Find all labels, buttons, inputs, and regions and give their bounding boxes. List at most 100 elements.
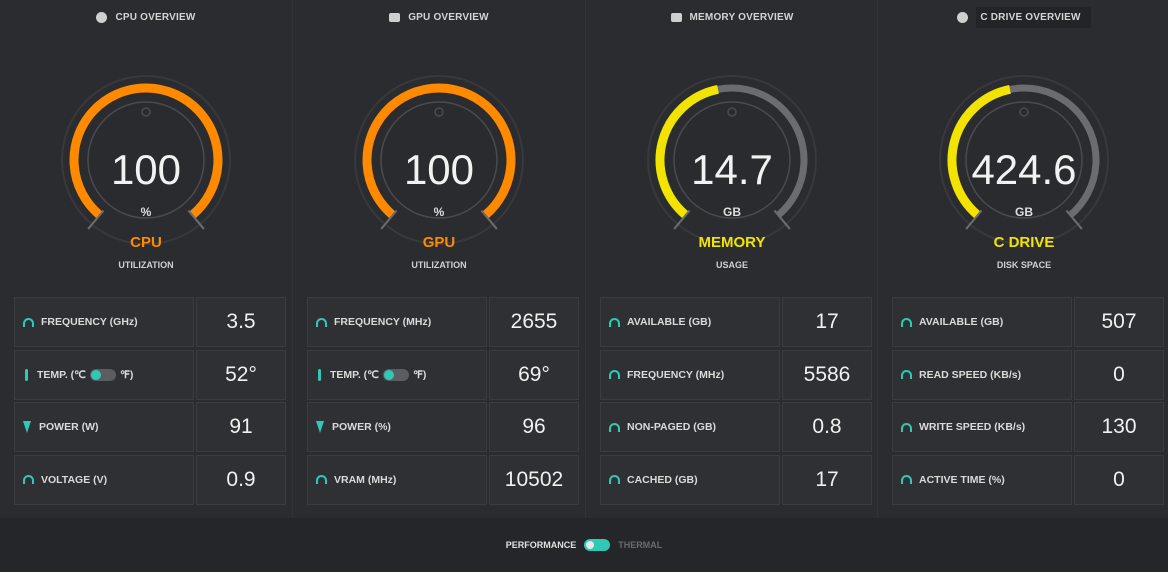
stat-label: FREQUENCY (GHz) [14, 297, 194, 347]
gauge-outer-ring [354, 75, 524, 245]
gauge-value: 14.7 [691, 146, 773, 193]
stat-row: TEMP. (℃ ℉) 69° [307, 349, 579, 400]
mode-toggle[interactable] [584, 539, 611, 551]
panel-divider [292, 0, 293, 518]
gauge-min-tick [965, 209, 983, 230]
gauge-marker [727, 107, 737, 117]
stat-value: 0.8 [782, 402, 872, 452]
thermal-label[interactable]: THERMAL [618, 540, 663, 550]
panel-header: CPU OVERVIEW [0, 6, 292, 28]
drive-panel: C DRIVE OVERVIEW 424.6 GB C DRIVE DISK S… [878, 0, 1168, 518]
stat-label: VRAM (MHz) [307, 454, 487, 505]
stat-row: FREQUENCY (GHz) 3.5 [14, 297, 286, 347]
gauge-icon [316, 317, 327, 327]
gauge-max-tick [480, 209, 498, 230]
stat-row: NON-PAGED (GB) 0.8 [600, 402, 872, 452]
stat-label-text: WRITE SPEED (KB/s) [919, 421, 1026, 433]
stats-list: FREQUENCY (MHz) 2655 TEMP. (℃ ℉) 69° POWE… [307, 297, 579, 507]
gauge-marker [141, 107, 151, 117]
gauge-unit: GB [723, 205, 741, 219]
panel-title: MEMORY OVERVIEW [689, 11, 794, 23]
gauge-icon [609, 317, 620, 327]
stat-value: 507 [1074, 297, 1164, 347]
gpu-panel: GPU OVERVIEW 100 % GPU UTILIZATION FREQU… [293, 0, 585, 518]
gauge-max-tick [187, 209, 205, 230]
gauge-face [965, 101, 1083, 219]
gauge-unit: % [433, 205, 445, 219]
temp-unit-toggle[interactable] [382, 368, 409, 381]
stat-label-text: POWER (%) [332, 421, 391, 433]
stat-row: TEMP. (℃ ℉) 52° [14, 349, 286, 400]
gauge-min-tick [380, 209, 398, 230]
gauge-outer-ring [61, 75, 231, 245]
gauge-icon [901, 475, 912, 484]
stat-label: WRITE SPEED (KB/s) [892, 402, 1072, 452]
gauge-unit: GB [1015, 205, 1033, 219]
gauge-icon [609, 422, 620, 432]
stat-label: AVAILABLE (GB) [600, 297, 780, 347]
memory-icon [670, 12, 682, 22]
stat-label-text: AVAILABLE (GB) [627, 316, 712, 328]
stat-row: FREQUENCY (MHz) 5586 [600, 349, 872, 400]
gauge-sublabel: DISK SPACE [996, 260, 1052, 270]
stats-list: AVAILABLE (GB) 17 FREQUENCY (MHz) 5586 N… [600, 297, 872, 507]
stat-label: CACHED (GB) [600, 454, 780, 505]
memory-panel: MEMORY OVERVIEW 14.7 GB MEMORY USAGE AVA… [586, 0, 878, 518]
gauge-min-tick [87, 209, 105, 230]
gauge-icon [901, 317, 912, 327]
stats-list: FREQUENCY (GHz) 3.5 TEMP. (℃ ℉) 52° POWER… [14, 297, 286, 507]
stat-value: 17 [782, 454, 872, 505]
stat-value: 5586 [782, 349, 872, 400]
stat-label-text: TEMP. (℃ [330, 368, 379, 381]
stat-label-text: TEMP. (℃ [37, 368, 86, 381]
stat-value: 2655 [489, 297, 579, 347]
stat-row: AVAILABLE (GB) 17 [600, 297, 872, 347]
panel-divider [585, 0, 586, 518]
gauge-icon [609, 370, 620, 379]
thermometer-icon [318, 368, 321, 381]
panel-header: MEMORY OVERVIEW [586, 6, 878, 28]
gauge-face [380, 101, 498, 219]
gauge-svg [354, 75, 524, 245]
gauge-svg [647, 75, 817, 245]
stat-value: 91 [196, 402, 286, 452]
drive-selector[interactable]: C DRIVE OVERVIEW [976, 6, 1091, 28]
panel-title: GPU OVERVIEW [408, 11, 489, 23]
gauge-max-tick [1065, 209, 1083, 230]
bolt-icon [316, 421, 324, 433]
gauge-sublabel: USAGE [715, 260, 748, 270]
stat-value: 0 [1074, 349, 1164, 400]
gauge-icon [609, 475, 620, 484]
panel-title: CPU OVERVIEW [115, 11, 196, 23]
thermometer-icon [25, 368, 28, 381]
temp-unit-toggle[interactable] [89, 368, 116, 381]
stat-value: 0 [1074, 454, 1164, 505]
stat-label-text: VRAM (MHz) [334, 473, 397, 486]
cpu-panel: CPU OVERVIEW 100 % CPU UTILIZATION FREQU… [0, 0, 292, 518]
panel-divider [877, 0, 878, 518]
stat-row: CACHED (GB) 17 [600, 454, 872, 505]
panel-header: GPU OVERVIEW [293, 6, 585, 28]
stat-label: FREQUENCY (MHz) [600, 349, 780, 400]
gauge-fill [947, 84, 1011, 219]
gauge-unit: % [140, 205, 152, 219]
gauge-sublabel: UTILIZATION [411, 260, 467, 270]
stat-label-text: VOLTAGE (V) [41, 473, 108, 486]
gauge-icon [23, 475, 34, 484]
gauge-face [673, 101, 791, 219]
stat-label: FREQUENCY (MHz) [307, 297, 487, 347]
gauge-fill [362, 83, 516, 219]
stat-value: 10502 [489, 454, 579, 505]
stat-label: TEMP. (℃ ℉) [307, 349, 487, 400]
performance-label[interactable]: PERFORMANCE [505, 540, 577, 550]
gauge-icon [23, 317, 34, 327]
stat-label-text: FREQUENCY (GHz) [41, 316, 138, 328]
gauge-label: MEMORY [698, 234, 766, 251]
stat-label-text: NON-PAGED (GB) [627, 421, 717, 433]
stat-row: VOLTAGE (V) 0.9 [14, 454, 286, 505]
gauge-icon [316, 475, 327, 484]
stat-value: 130 [1074, 402, 1164, 452]
stat-label: NON-PAGED (GB) [600, 402, 780, 452]
stat-label: TEMP. (℃ ℉) [14, 349, 194, 400]
cpu-gauge: 100 % CPU UTILIZATION [56, 70, 236, 280]
